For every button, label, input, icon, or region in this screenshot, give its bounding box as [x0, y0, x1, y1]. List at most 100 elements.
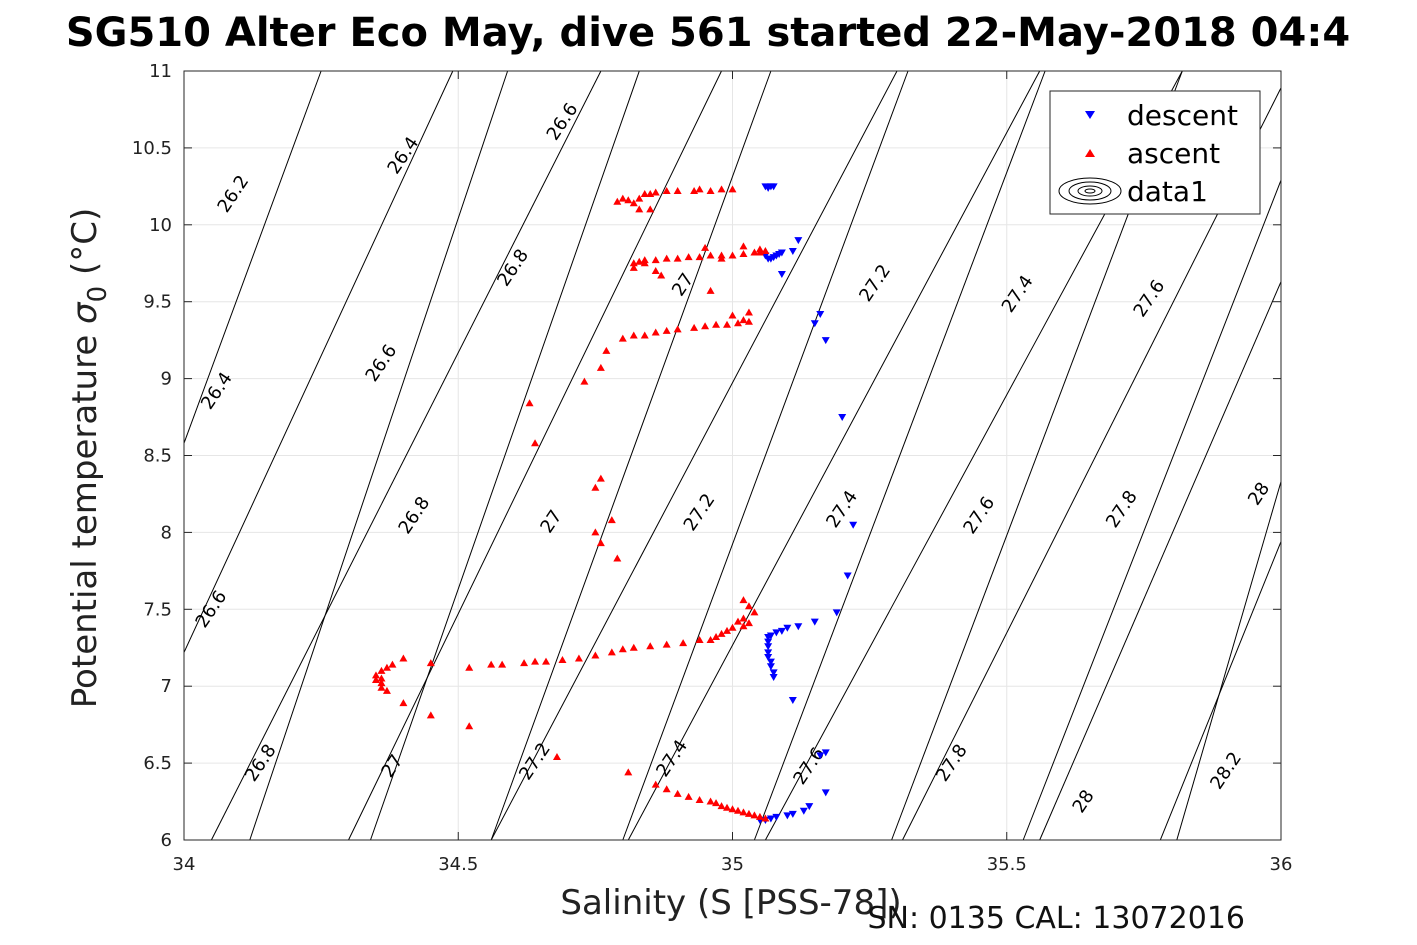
contour-line-26.8 — [210, 70, 602, 841]
ascent-point — [580, 377, 589, 385]
ascent-point — [739, 614, 748, 622]
ascent-point — [558, 656, 567, 664]
y-tick-label: 10 — [149, 215, 172, 236]
ascent-point — [739, 808, 748, 816]
y-tick-label: 11 — [149, 61, 172, 82]
ascent-point — [662, 640, 671, 648]
ascent-point — [744, 619, 753, 627]
ascent-point — [629, 199, 638, 207]
ascent-point — [717, 254, 726, 262]
descent-point — [766, 663, 775, 671]
descent-point — [769, 669, 778, 677]
ascent-point — [684, 253, 693, 261]
ascent-point — [591, 528, 600, 536]
descent-point — [788, 697, 797, 705]
ascent-point — [662, 186, 671, 194]
ascent-point — [723, 626, 732, 634]
ascent-point — [761, 246, 770, 254]
y-axis-label-unit: (°C) — [65, 208, 105, 286]
y-axis-label-sigma: σ — [65, 301, 105, 324]
ascent-point — [607, 648, 616, 656]
ascent-point — [684, 792, 693, 800]
ascent-point — [690, 323, 699, 331]
ascent-point — [531, 657, 540, 665]
legend-descent-marker — [1085, 111, 1095, 119]
legend-data1-label: data1 — [1127, 175, 1208, 208]
ascent-point — [629, 263, 638, 271]
ascent-point — [733, 806, 742, 814]
ascent-point — [662, 254, 671, 262]
ascent-point — [662, 785, 671, 793]
ascent-point — [377, 666, 386, 674]
descent-point — [764, 633, 773, 641]
ascent-point — [739, 316, 748, 324]
ascent-point — [651, 256, 660, 264]
ascent-point — [591, 483, 600, 491]
x-tick-label: 34 — [173, 854, 196, 875]
ascent-point — [744, 317, 753, 325]
ascent-point — [673, 789, 682, 797]
ascent-point — [733, 319, 742, 327]
ascent-point — [377, 679, 386, 687]
contour-line-27 — [348, 70, 722, 841]
descent-point — [843, 572, 852, 580]
ascent-point — [728, 623, 737, 631]
contour-line-26.6 — [490, 70, 772, 841]
ascent-point — [552, 752, 561, 760]
descent-point — [810, 618, 819, 626]
descent-point — [764, 643, 773, 651]
ascent-point — [739, 596, 748, 604]
descent-point — [816, 752, 825, 760]
ascent-point — [629, 643, 638, 651]
ascent-point — [728, 311, 737, 319]
y-tick-label: 9.5 — [143, 292, 172, 313]
ascent-point — [629, 331, 638, 339]
descent-point — [783, 812, 792, 820]
ascent-point — [371, 671, 380, 679]
y-tick-label: 6 — [161, 830, 172, 851]
x-tick-label: 35.5 — [987, 854, 1027, 875]
ascent-point — [712, 799, 721, 807]
ascent-point — [723, 803, 732, 811]
ascent-point — [706, 251, 715, 259]
contour-line-28.2 — [1176, 481, 1282, 841]
ascent-point — [388, 660, 397, 668]
ascent-point — [624, 196, 633, 204]
ascent-point — [640, 259, 649, 267]
contour-line-27.2 — [490, 70, 898, 841]
ascent-point — [744, 809, 753, 817]
y-axis-label-main: Potential temperature — [65, 324, 105, 708]
contour-line-27 — [753, 70, 1046, 841]
ascent-point — [399, 699, 408, 707]
ascent-point — [723, 320, 732, 328]
ascent-point — [755, 812, 764, 820]
descent-point — [777, 271, 786, 279]
descent-point — [769, 183, 778, 191]
ascent-point — [761, 814, 770, 822]
ascent-point — [651, 328, 660, 336]
ascent-point — [695, 185, 704, 193]
chart-title: SG510 Alter Eco May, dive 561 started 22… — [66, 10, 1350, 56]
ascent-point — [542, 657, 551, 665]
ascent-point — [498, 660, 507, 668]
ascent-point — [607, 516, 616, 524]
ascent-point — [426, 711, 435, 719]
legend-ascent-marker — [1085, 149, 1095, 157]
ascent-point — [657, 271, 666, 279]
ascent-point — [574, 654, 583, 662]
legend-ascent-label: ascent — [1127, 137, 1220, 170]
ascent-point — [750, 608, 759, 616]
descent-point — [799, 807, 808, 815]
x-axis-label: Salinity (S [PSS-78]) — [560, 883, 901, 923]
descent-point — [849, 521, 858, 529]
ascent-point — [695, 636, 704, 644]
ascent-point — [706, 797, 715, 805]
ascent-point — [635, 194, 644, 202]
ascent-point — [651, 780, 660, 788]
ascent-point — [673, 186, 682, 194]
descent-point — [832, 609, 841, 617]
ascent-point — [728, 805, 737, 813]
contour-line-28 — [1039, 281, 1282, 841]
ascent-point — [728, 251, 737, 259]
